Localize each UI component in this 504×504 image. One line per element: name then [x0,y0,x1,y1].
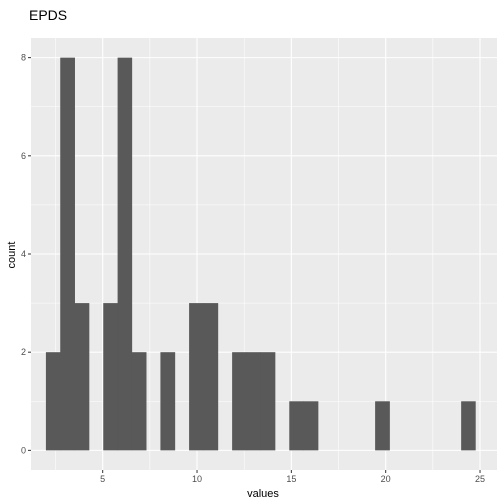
histogram-bar [461,401,476,450]
x-tick-label: 15 [286,474,296,484]
x-axis-label: values [247,488,279,500]
histogram-bar [160,352,175,450]
histogram-bar [118,58,133,451]
x-tick-label: 10 [192,474,202,484]
x-axis: 5 10 15 20 25 [100,470,485,484]
histogram-bar [132,352,147,450]
histogram-bar [232,352,247,450]
y-tick-label: 6 [21,151,26,161]
y-tick-label: 0 [21,445,26,455]
histogram-bar [103,303,118,450]
x-tick-label: 25 [475,474,485,484]
histogram-bar [189,303,204,450]
histogram-bar [60,58,75,451]
histogram-bar [75,303,90,450]
x-tick-label: 20 [381,474,391,484]
histogram-bar [246,352,261,450]
chart-title: EPDS [29,7,67,23]
y-tick-label: 8 [21,53,26,63]
histogram-bar [289,401,304,450]
histogram-bar [261,352,276,450]
histogram-bar [203,303,218,450]
histogram-bar [46,352,61,450]
y-tick-label: 4 [21,249,26,259]
histogram-bar [304,401,319,450]
y-tick-label: 2 [21,347,26,357]
x-tick-label: 5 [100,474,105,484]
y-axis: 0 2 4 6 8 [21,53,31,456]
y-axis-label: count [6,242,18,269]
histogram-bar [375,401,390,450]
